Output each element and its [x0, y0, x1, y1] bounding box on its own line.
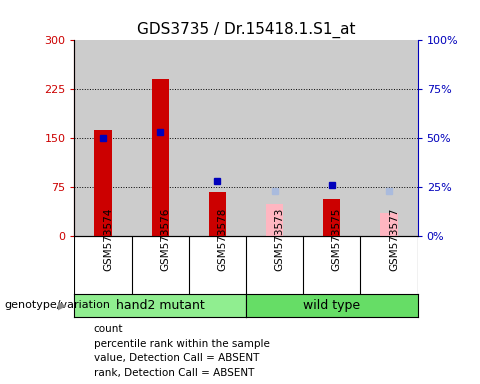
- Bar: [95, 131, 111, 236]
- Bar: [360, 40, 418, 236]
- Bar: [152, 79, 169, 236]
- Bar: [74, 40, 132, 236]
- Text: hand2 mutant: hand2 mutant: [116, 299, 204, 312]
- Text: percentile rank within the sample: percentile rank within the sample: [94, 339, 269, 349]
- Bar: [246, 40, 303, 236]
- Text: genotype/variation: genotype/variation: [5, 300, 111, 310]
- Text: GSM573574: GSM573574: [103, 207, 113, 271]
- Bar: [381, 214, 397, 236]
- Text: GSM573577: GSM573577: [389, 207, 399, 271]
- Bar: [132, 40, 189, 236]
- Text: GSM573578: GSM573578: [217, 207, 228, 271]
- Text: ▶: ▶: [58, 300, 67, 310]
- Bar: [323, 199, 340, 236]
- Bar: [189, 40, 246, 236]
- Title: GDS3735 / Dr.15418.1.S1_at: GDS3735 / Dr.15418.1.S1_at: [137, 22, 355, 38]
- Bar: [303, 40, 360, 236]
- Text: GSM573576: GSM573576: [160, 207, 170, 271]
- Text: rank, Detection Call = ABSENT: rank, Detection Call = ABSENT: [94, 368, 254, 378]
- Bar: [266, 204, 283, 236]
- Text: GSM573573: GSM573573: [275, 207, 285, 271]
- Text: wild type: wild type: [303, 299, 360, 312]
- Text: value, Detection Call = ABSENT: value, Detection Call = ABSENT: [94, 353, 259, 363]
- Bar: [209, 192, 226, 236]
- Text: GSM573575: GSM573575: [332, 207, 342, 271]
- Text: count: count: [94, 324, 123, 334]
